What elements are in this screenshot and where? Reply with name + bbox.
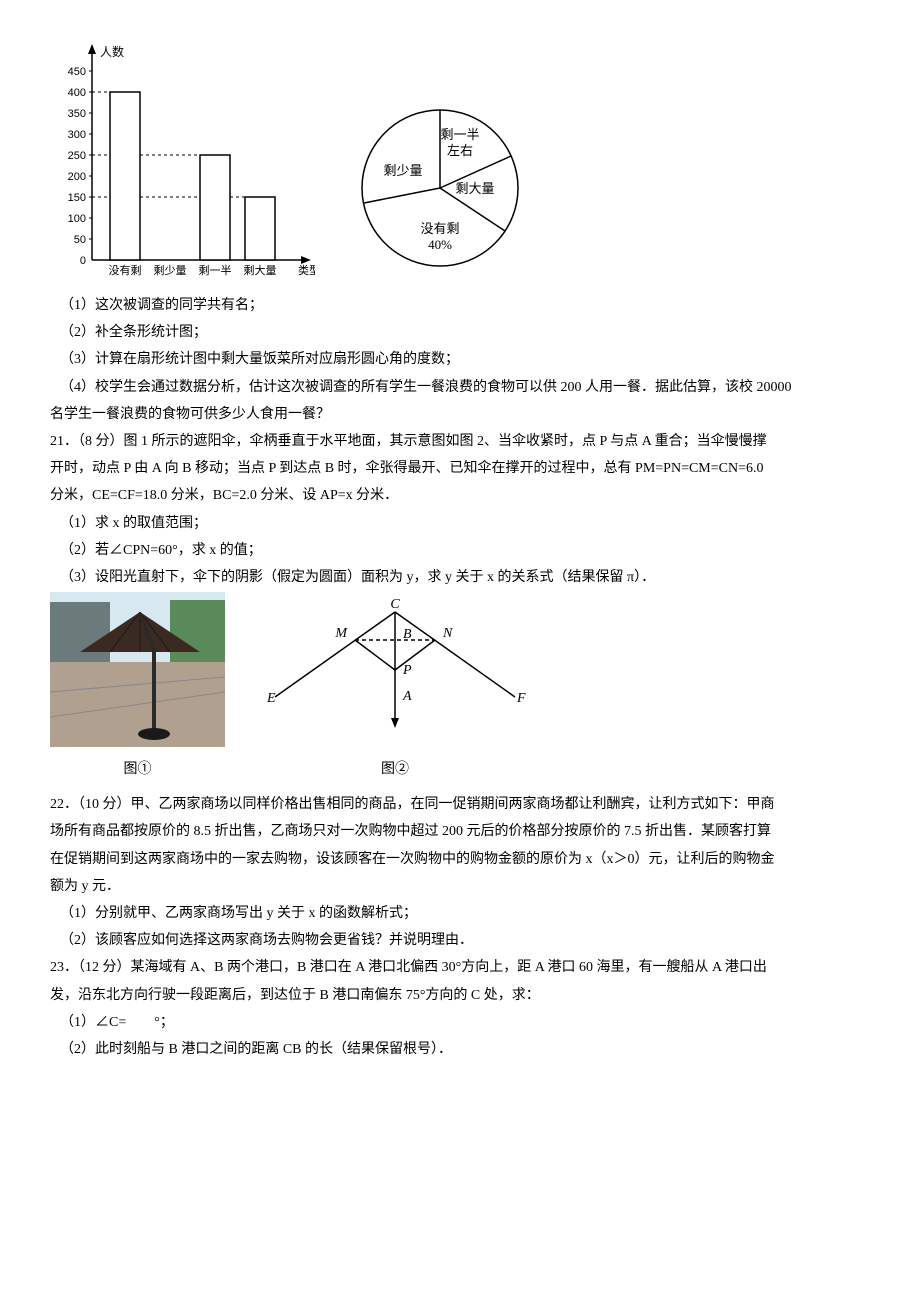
q22-line4: 额为 y 元． [50,874,870,899]
pt-C: C [390,597,400,612]
bar-much [245,197,275,260]
ytick-150: 150 [68,192,86,204]
charts-row: 0 50 100 150 200 250 300 350 400 450 人数 [50,40,870,283]
ytick-0: 0 [80,255,86,267]
ytick-450: 450 [68,66,86,78]
q21-p1: （1）求 x 的取值范围； [50,511,870,536]
pt-A: A [402,689,412,704]
xcat-1: 剩少量 [154,264,187,277]
xcat-0: 没有剩 [109,263,142,277]
caption-1: 图① [50,757,225,782]
pie-label-half-b: 左右 [447,143,473,158]
bar-half [200,155,230,260]
umbrella-photo [50,592,225,747]
survey-3: （3）计算在扇形统计图中剩大量饭菜所对应扇形圆心角的度数； [50,347,870,372]
pie-label-none-b: 40% [428,237,452,252]
pt-M: M [334,626,348,641]
bar-no-left [110,92,140,260]
ytick-50: 50 [74,234,86,246]
pt-B: B [403,627,412,642]
ytick-400: 400 [68,87,86,99]
pt-E: E [266,691,276,706]
q22-p2: （2）该顾客应如何选择这两家商场去购物会更省钱？并说明理由． [50,928,870,953]
umbrella-diagram: C M B N E P A F [255,592,535,747]
survey-4a: （4）校学生会通过数据分析，估计这次被调查的所有学生一餐浪费的食物可以供 200… [50,375,870,400]
ytick-300: 300 [68,129,86,141]
xcat-2: 剩一半 [199,263,232,277]
q23-p2: （2）此时刻船与 B 港口之间的距离 CB 的长（结果保留根号）． [50,1037,870,1062]
q22-p1: （1）分别就甲、乙两家商场写出 y 关于 x 的函数解析式； [50,901,870,926]
q22-line2: 场所有商品都按原价的 8.5 折出售，乙商场只对一次购物中超过 200 元后的价… [50,819,870,844]
umbrella-captions: 图① 图② [50,757,870,782]
q21-p3: （3）设阳光直射下，伞下的阴影（假定为圆面）面积为 y，求 y 关于 x 的关系… [50,565,870,590]
pt-N: N [442,626,453,641]
y-axis-label: 人数 [100,44,124,59]
caption-2: 图② [255,757,535,782]
pie-label-none-a: 没有剩 [420,221,459,236]
pie-chart: 剩一半 左右 剩大量 没有剩 40% 剩少量 [345,93,535,283]
ytick-350: 350 [68,108,86,120]
q23-p1: （1）∠C= °； [50,1010,870,1035]
x-axis-label: 类型 [298,263,315,277]
survey-4b: 名学生一餐浪费的食物可供多少人食用一餐？ [50,402,870,427]
pt-F: F [516,691,526,706]
umbrella-row: C M B N E P A F [50,592,870,747]
pie-label-half-a: 剩一半 [440,127,479,142]
ytick-200: 200 [68,171,86,183]
q21-line3: 分米，CE=CF=18.0 分米，BC=2.0 分米、设 AP=x 分米． [50,483,870,508]
survey-1: （1）这次被调查的同学共有名； [50,293,870,318]
pie-label-much: 剩大量 [455,181,494,196]
q21-p2: （2）若∠CPN=60°，求 x 的值； [50,538,870,563]
q21-line2: 开时，动点 P 由 A 向 B 移动；当点 P 到达点 B 时，伞张得最开、已知… [50,456,870,481]
ytick-100: 100 [68,213,86,225]
bar-chart: 0 50 100 150 200 250 300 350 400 450 人数 [50,40,315,283]
q21-line1: 21．（8 分）图 1 所示的遮阳伞，伞柄垂直于水平地面，其示意图如图 2、当伞… [50,429,870,454]
q22-line3: 在促销期间到这两家商场中的一家去购物，设该顾客在一次购物中的购物金额的原价为 x… [50,847,870,872]
q23-line1: 23．（12 分）某海域有 A、B 两个港口，B 港口在 A 港口北偏西 30°… [50,955,870,980]
xcat-3: 剩大量 [244,263,277,277]
q22-line1: 22．（10 分）甲、乙两家商场以同样价格出售相同的商品，在同一促销期间两家商场… [50,792,870,817]
pie-label-little: 剩少量 [383,163,422,178]
q23-line2: 发，沿东北方向行驶一段距离后，到达位于 B 港口南偏东 75°方向的 C 处，求… [50,983,870,1008]
ytick-250: 250 [68,150,86,162]
survey-2: （2）补全条形统计图； [50,320,870,345]
pt-P: P [402,663,412,678]
